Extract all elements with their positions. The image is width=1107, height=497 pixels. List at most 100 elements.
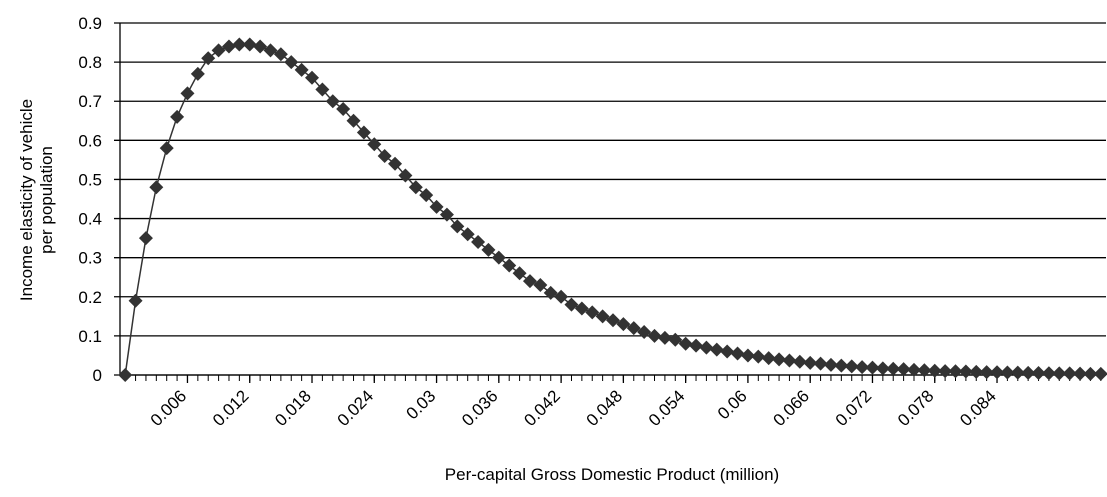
point-marker [502,258,517,273]
point-marker [253,39,268,54]
point-marker [720,344,735,359]
point-marker [1041,366,1056,381]
point-marker [813,356,828,371]
y-tick-label: 0.6 [78,131,102,150]
x-tick-label: 0.048 [583,386,627,430]
y-tick-label: 0.5 [78,170,102,189]
point-marker [803,355,818,370]
point-marker [1073,366,1088,381]
point-marker [1062,366,1077,381]
point-marker [834,358,849,373]
point-marker [647,328,662,343]
point-marker [543,285,558,300]
point-marker [782,353,797,368]
point-marker [1021,365,1036,380]
point-marker [564,297,579,312]
point-marker [689,338,704,353]
point-marker [325,94,340,109]
point-marker [221,39,236,54]
point-marker [772,352,787,367]
point-marker [657,330,672,345]
point-marker [823,357,838,372]
x-tick-label: 0.066 [770,386,814,430]
point-marker [1083,366,1098,381]
point-marker [128,293,143,308]
point-marker [190,66,205,81]
point-marker [554,289,569,304]
point-marker [626,321,641,336]
point-marker [377,148,392,163]
x-tick-label: 0.072 [832,386,876,430]
point-marker [1000,365,1015,380]
point-marker [616,317,631,332]
y-tick-label: 0.4 [78,210,102,229]
point-marker [522,274,537,289]
point-marker [180,86,195,101]
point-marker [709,342,724,357]
point-marker [149,180,164,195]
point-marker [170,109,185,124]
point-marker [419,188,434,203]
point-marker [481,242,496,257]
point-marker [990,365,1005,380]
point-marker [201,51,216,66]
point-marker [958,364,973,379]
point-marker [315,82,330,97]
point-marker [408,180,423,195]
point-marker [398,168,413,183]
point-marker [1093,366,1107,381]
point-marker [388,156,403,171]
point-marker [969,364,984,379]
point-marker [138,231,153,246]
point-marker [1052,366,1067,381]
point-marker [305,70,320,85]
point-marker [637,324,652,339]
point-marker [606,313,620,328]
point-marker [533,278,548,293]
point-marker [211,43,226,58]
point-marker [367,137,382,152]
point-marker [346,113,361,128]
x-tick-label: 0.06 [714,386,751,423]
y-tick-label: 0.9 [78,14,102,33]
x-tick-label: 0.012 [209,386,253,430]
y-tick-label: 0.1 [78,327,102,346]
point-marker [979,365,994,380]
point-marker [356,125,371,140]
point-marker [917,363,932,378]
x-tick-label: 0.042 [520,386,564,430]
point-marker [1031,366,1046,381]
x-axis-title: Per-capital Gross Domestic Product (mill… [445,465,779,484]
point-marker [761,351,776,366]
point-marker [751,349,766,364]
y-axis-title: per population [37,146,56,254]
x-tick-label: 0.006 [147,386,191,430]
point-marker [678,336,693,351]
point-marker [439,207,454,222]
point-marker [595,309,610,324]
point-marker [865,360,880,375]
point-marker [294,62,309,77]
y-tick-label: 0 [93,366,102,385]
point-marker [844,359,859,374]
point-marker [471,235,486,250]
point-marker [574,301,589,316]
y-tick-label: 0.7 [78,92,102,111]
y-axis-title: Income elasticity of vehicle [17,99,36,301]
point-marker [336,102,351,117]
x-tick-label: 0.054 [645,386,689,430]
point-marker [730,346,745,361]
y-tick-label: 0.2 [78,288,102,307]
point-marker [906,362,921,377]
point-marker [232,37,247,52]
point-marker [450,219,465,234]
point-marker [699,340,714,355]
point-marker [668,332,683,347]
point-marker [927,363,942,378]
x-tick-label: 0.036 [458,386,502,430]
point-marker [948,364,963,379]
point-marker [1010,365,1025,380]
point-marker [585,305,600,320]
point-marker [273,47,288,62]
point-marker [512,266,527,281]
